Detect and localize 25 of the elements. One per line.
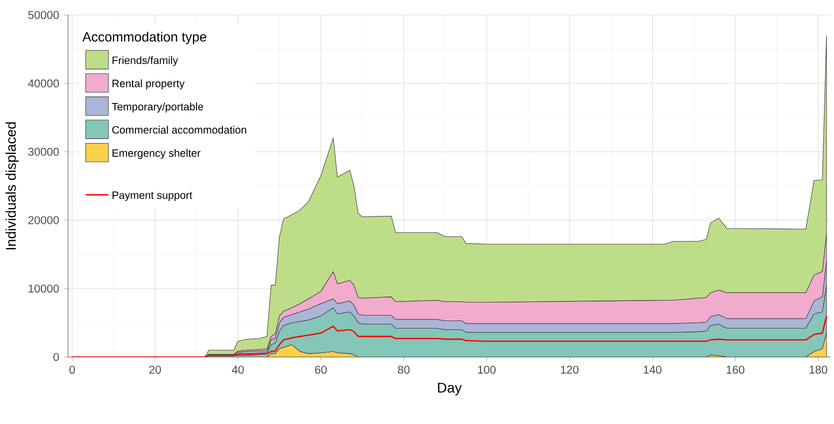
- y-axis-title: Individuals displaced: [6, 122, 19, 250]
- legend-label: Emergency shelter: [112, 149, 200, 159]
- y-tick-label: 20000: [28, 216, 59, 224]
- y-tick-label: 40000: [28, 79, 59, 88]
- y-tick-label: 50000: [28, 11, 59, 20]
- x-tick-label: 0: [69, 366, 75, 374]
- legend-label: Rental property: [112, 79, 185, 90]
- legend-label: Friends/family: [112, 56, 178, 66]
- x-tick-label: 20: [149, 366, 161, 374]
- legend-label: Commercial accommodation: [112, 126, 246, 134]
- legend-label: Temporary/portable: [112, 102, 204, 113]
- x-tick-label: 140: [644, 366, 662, 374]
- x-tick-label: 60: [315, 366, 327, 374]
- x-tick-label: 160: [726, 366, 744, 374]
- x-tick-label: 180: [810, 366, 828, 374]
- x-tick-label: 80: [398, 366, 410, 374]
- x-tick-label: 100: [478, 366, 496, 374]
- legend-label: Payment support: [112, 191, 192, 202]
- y-tick-label: 10000: [28, 284, 59, 293]
- x-tick-label: 40: [232, 366, 244, 374]
- legend-title: Accommodation type: [82, 32, 206, 44]
- y-tick-label: 30000: [28, 148, 59, 156]
- x-tick-label: 120: [560, 366, 579, 374]
- y-tick-label: 0: [53, 352, 59, 361]
- x-axis-title: Day: [438, 382, 462, 396]
